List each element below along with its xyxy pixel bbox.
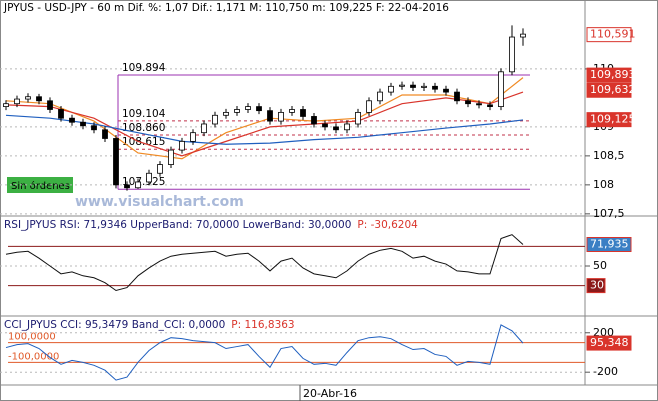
y-tick-label: 200: [593, 326, 614, 339]
candle-body: [388, 85, 394, 93]
candle-body: [498, 71, 504, 107]
price-tag: [586, 27, 632, 43]
candle-body: [421, 85, 427, 88]
price-tag-label: 109,893: [590, 68, 636, 81]
candle-body: [333, 126, 339, 131]
candle-body: [289, 109, 295, 113]
candle-body: [432, 85, 438, 90]
candle-body: [102, 129, 108, 139]
price-tag-label: 71,935: [590, 238, 629, 251]
candle-body: [234, 109, 240, 113]
panel-title: CCI_JPYUS CCI: 95,3479 Band_CCI: 0,0000: [4, 319, 225, 331]
band-label: 100,0000: [8, 332, 56, 343]
price-tag: [586, 237, 632, 253]
y-tick-label: 50: [593, 259, 607, 272]
panel-subtitle: P: 116,8363: [231, 319, 294, 331]
header: JPYUS - USD-JPY - 60 m Dif. %: 1,07 Dif.…: [3, 2, 449, 14]
candle-body: [179, 140, 185, 151]
candle-body: [465, 100, 471, 105]
y-tick-label: 108,5: [593, 149, 625, 162]
candle-body: [25, 96, 31, 100]
candle-body: [267, 110, 273, 122]
candle-body: [223, 111, 229, 116]
price-tag: [586, 82, 632, 98]
price-tag: [586, 112, 632, 128]
candle-body: [146, 172, 152, 183]
y-tick-label: -200: [593, 365, 618, 378]
candle-body: [91, 125, 97, 131]
candle-body: [135, 181, 141, 189]
candle-body: [3, 103, 9, 107]
price-tag-label: 109,632: [590, 83, 636, 96]
price-tag-label: 95,348: [590, 336, 629, 349]
candle-body: [212, 114, 218, 125]
x-label: 20-Abr-16: [303, 387, 357, 400]
indicator-line: [5, 234, 524, 292]
panel-subtitle: P: -30,6204: [357, 219, 418, 231]
panel-title: RSI_JPYUS RSI: 71,9346 UpperBand: 70,000…: [4, 219, 351, 231]
status: Sin órdenes: [11, 180, 70, 192]
candle-body: [355, 111, 361, 125]
candle-body: [157, 164, 163, 174]
candle-body: [311, 116, 317, 125]
watermark: www.visualchart.com: [75, 194, 244, 210]
band-label: -100,0000: [8, 351, 59, 362]
level-label: 108.860: [122, 122, 165, 134]
candle-body: [410, 84, 416, 88]
candle-body: [168, 149, 174, 165]
candle-body: [36, 96, 42, 102]
level-label: 109.104: [122, 108, 166, 120]
level-label: 107.925: [122, 176, 165, 188]
candle-body: [14, 98, 20, 105]
candle-body: [113, 138, 119, 186]
candle-body: [201, 123, 207, 134]
candle-body: [476, 103, 482, 106]
candle-body: [487, 104, 493, 107]
price-tag: [586, 335, 632, 351]
price-tag: [586, 278, 606, 294]
candle-body: [69, 117, 75, 123]
candle-body: [124, 184, 130, 189]
candle-body: [399, 84, 405, 87]
candle-body: [245, 106, 251, 110]
price-tag-label: 109,125: [590, 113, 636, 126]
candle-body: [366, 100, 372, 113]
candle-body: [278, 111, 284, 122]
price-tag: [586, 67, 632, 83]
y-tick-label: 107,5: [593, 207, 625, 220]
indicator-line: [5, 324, 524, 381]
candle-body: [47, 100, 53, 110]
candle-body: [520, 33, 526, 38]
moving-average: [5, 91, 524, 157]
price-tag-label: 110,591: [590, 28, 636, 41]
candle-body: [322, 123, 328, 128]
candle-body: [300, 109, 306, 117]
candle-body: [58, 109, 64, 119]
candle-body: [344, 123, 350, 131]
candle-body: [509, 36, 515, 73]
candle-body: [454, 91, 460, 102]
candle-body: [190, 132, 196, 142]
candle-body: [377, 91, 383, 102]
level-label: 109.894: [122, 62, 166, 74]
y-tick-label: 108: [593, 178, 614, 191]
price-tag-label: 30: [590, 279, 604, 292]
candle-body: [256, 106, 262, 112]
candle-body: [443, 88, 449, 93]
candle-body: [80, 121, 86, 127]
